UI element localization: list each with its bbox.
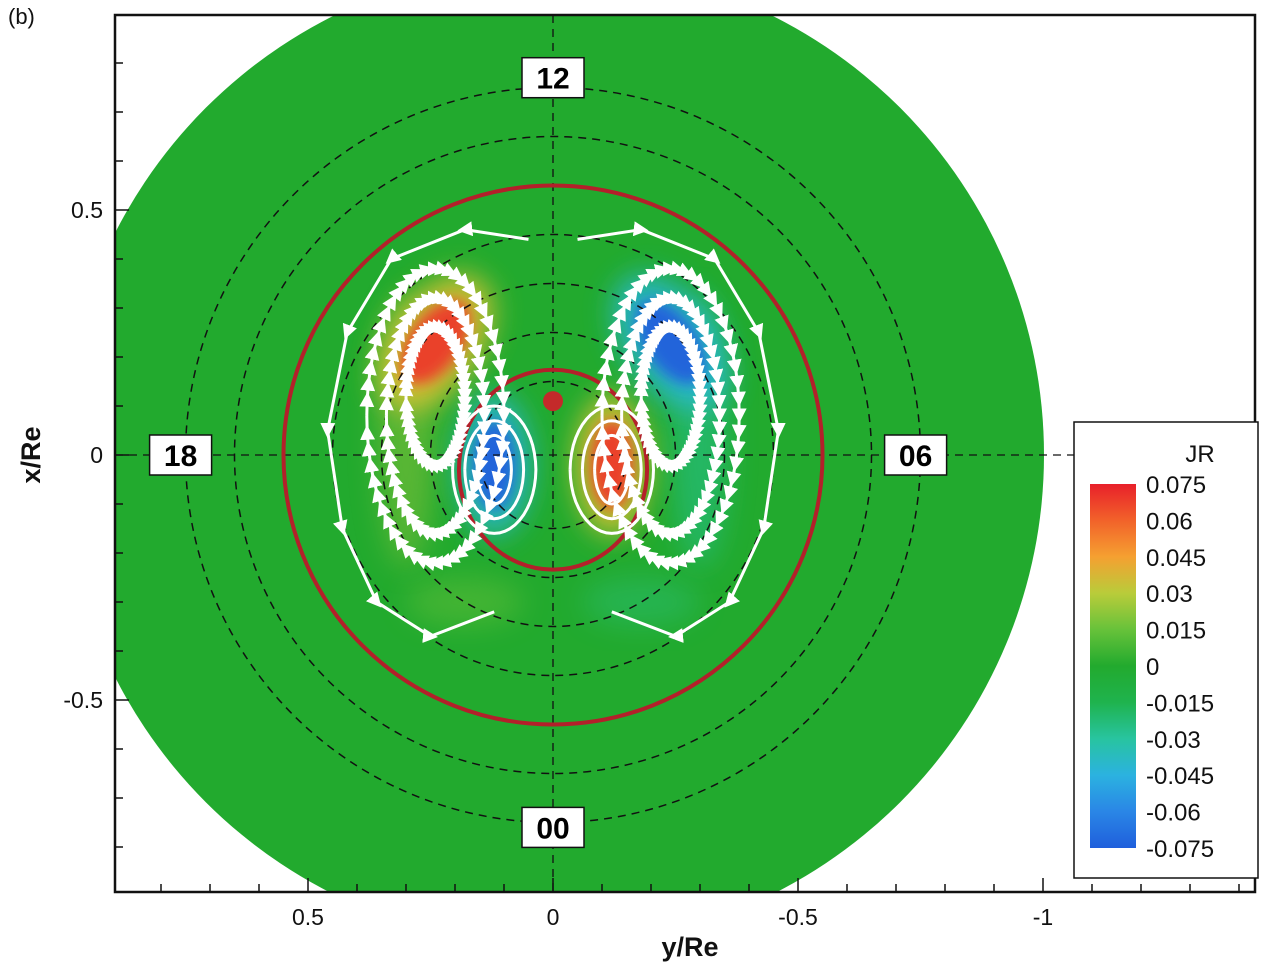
x-tick-label-2: -0.5 xyxy=(778,904,818,930)
mlt-label-00: 00 xyxy=(521,806,585,849)
svg-text:18: 18 xyxy=(164,440,197,473)
x-tick-label-3: -1 xyxy=(1033,904,1053,930)
mlt-label-18: 18 xyxy=(148,434,213,476)
colorbar-label-8: -0.045 xyxy=(1146,763,1214,790)
streamlines xyxy=(320,221,786,644)
mlt-label-12: 12 xyxy=(521,56,585,99)
colorbar-label-1: 0.06 xyxy=(1146,508,1193,535)
halo-patch-3 xyxy=(582,577,700,627)
pole-dot xyxy=(543,391,563,412)
panel-label: (b) xyxy=(8,4,35,29)
streamline-13 xyxy=(577,221,786,644)
colorbar-labels: 0.075 0.06 0.045 0.03 0.015 0 -0.015 -0.03 -0.04… xyxy=(1146,472,1214,863)
x-axis-title: y/Re xyxy=(661,932,718,962)
red-boundary-1 xyxy=(281,183,825,727)
x-tick-label-0: 0.5 xyxy=(292,904,324,930)
colorbar-label-10: -0.075 xyxy=(1146,836,1214,863)
svg-text:12: 12 xyxy=(536,63,569,96)
colorbar-title: JR xyxy=(1185,441,1214,468)
svg-text:00: 00 xyxy=(536,812,569,845)
colorbar-legend: JR 0.075 0.06 0.045 0.03 0.015 0 -0.015 -0.03 -0… xyxy=(1073,421,1259,879)
colorbar-label-9: -0.06 xyxy=(1146,800,1201,827)
colorbar-label-0: 0.075 xyxy=(1146,472,1206,499)
colorbar-label-3: 0.03 xyxy=(1146,581,1193,608)
y-tick-label-0: 0.5 xyxy=(71,197,103,223)
colorbar-label-7: -0.03 xyxy=(1146,727,1201,754)
colorbar-label-2: 0.045 xyxy=(1146,545,1206,572)
colorbar-label-6: -0.015 xyxy=(1146,690,1214,717)
colorbar-label-5: 0 xyxy=(1146,654,1159,681)
svg-text:06: 06 xyxy=(899,440,932,473)
dashed-axes xyxy=(115,15,1255,892)
streamline-12 xyxy=(320,221,529,644)
colorbar-label-4: 0.015 xyxy=(1146,618,1206,645)
halo-patch-2 xyxy=(406,577,524,627)
mlt-label-06: 06 xyxy=(883,434,948,476)
y-tick-label-2: -0.5 xyxy=(63,687,103,713)
colorbar-bar xyxy=(1090,484,1136,848)
local-time-labels: 12 06 00 18 xyxy=(148,56,948,849)
y-tick-label-1: 0 xyxy=(90,442,103,468)
y-axis-title: x/Re xyxy=(16,426,46,483)
x-tick-label-1: 0 xyxy=(547,904,560,930)
axis-ticks: 0.5 0 -0.5 -1 0.5 0 -0.5 xyxy=(63,62,1240,930)
